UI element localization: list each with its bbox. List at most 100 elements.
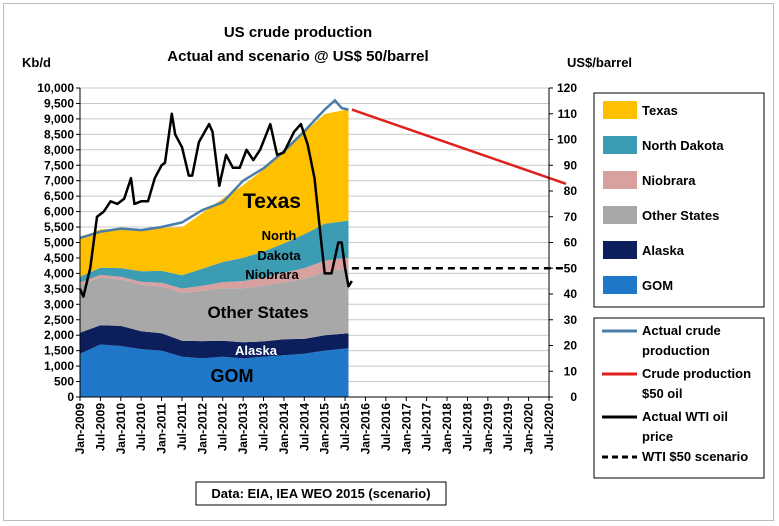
x-tick-label: Jan-2014 [277, 403, 291, 455]
x-tick-label: Jul-2010 [134, 403, 148, 451]
right-tick-label: 10 [564, 364, 578, 378]
legend-box-lines [593, 317, 765, 479]
legend-label: Niobrara [642, 173, 696, 188]
x-tick-label: Jan-2018 [440, 403, 454, 455]
left-tick-label: 5,000 [44, 236, 74, 250]
legend-label: Actual crude [642, 323, 721, 338]
x-tick-label: Jan-2019 [481, 403, 495, 455]
left-tick-label: 1,500 [44, 344, 74, 358]
left-tick-label: 9,500 [44, 96, 74, 110]
x-tick-label: Jul-2019 [501, 403, 515, 451]
x-tick-label: Jul-2009 [93, 403, 107, 451]
right-tick-label: 0 [570, 390, 577, 404]
source-note-box [195, 481, 447, 506]
area-north-dakota [80, 220, 349, 289]
left-tick-label: 500 [54, 375, 74, 389]
left-axis-unit: Kb/d [22, 55, 51, 70]
chart-title: US crude production [224, 24, 372, 41]
left-tick-label: 10,000 [37, 81, 74, 95]
right-tick-label: 50 [564, 261, 578, 275]
wti-price-line [78, 112, 353, 298]
right-tick-label: 30 [564, 313, 578, 327]
right-axis-unit: US$/barrel [567, 55, 632, 70]
legend-swatch-north-dakota [603, 136, 637, 154]
left-tick-label: 8,000 [44, 143, 74, 157]
x-tick-label: Jul-2011 [175, 403, 189, 451]
series-label-alaska: Alaska [235, 343, 278, 358]
x-tick-label: Jul-2017 [420, 403, 434, 451]
left-tick-label: 4,000 [44, 266, 74, 280]
x-tick-label: Jan-2009 [73, 403, 87, 455]
x-tick-label: Jan-2011 [155, 403, 169, 454]
source-note: Data: EIA, IEA WEO 2015 (scenario) [211, 486, 430, 501]
area-other-states [80, 268, 349, 343]
area-gom [80, 344, 349, 397]
left-tick-label: 5,500 [44, 220, 74, 234]
legend-label: $50 oil [642, 386, 682, 401]
x-tick-label: Jan-2010 [114, 403, 128, 455]
x-tick-label: Jan-2015 [318, 403, 332, 455]
legend-swatch-alaska [603, 241, 637, 259]
legend-label: Texas [642, 103, 678, 118]
left-tick-label: 3,500 [44, 282, 74, 296]
left-tick-label: 2,500 [44, 313, 74, 327]
x-tick-label: Jul-2020 [542, 403, 556, 451]
x-tick-label: Jul-2013 [257, 403, 271, 451]
left-tick-label: 2,000 [44, 328, 74, 342]
legend-swatch-niobrara [603, 171, 637, 189]
right-tick-label: 60 [564, 236, 578, 250]
right-tick-label: 120 [557, 81, 577, 95]
left-tick-label: 6,500 [44, 189, 74, 203]
legend-label: WTI $50 scenario [642, 449, 748, 464]
left-tick-label: 4,500 [44, 251, 74, 265]
legend-label: Crude production [642, 366, 751, 381]
series-label-gom: GOM [211, 366, 254, 386]
left-tick-label: 3,000 [44, 297, 74, 311]
series-label-north-dakota: North [262, 228, 297, 243]
series-label-texas: Texas [243, 190, 301, 213]
left-tick-label: 9,000 [44, 112, 74, 126]
x-tick-label: Jan-2016 [358, 403, 372, 455]
area-niobrara [80, 257, 349, 293]
area-alaska [80, 325, 349, 359]
x-tick-label: Jan-2020 [522, 403, 536, 455]
right-tick-label: 110 [558, 107, 578, 121]
legend-swatch-texas [603, 101, 637, 119]
right-tick-label: 100 [557, 133, 577, 147]
area-texas [80, 109, 349, 277]
x-tick-label: Jan-2012 [195, 403, 209, 455]
left-tick-label: 0 [67, 390, 74, 404]
right-tick-label: 80 [564, 184, 578, 198]
left-tick-label: 6,000 [44, 205, 74, 219]
legend-label: GOM [642, 278, 673, 293]
left-tick-label: 7,500 [44, 158, 74, 172]
legend-box-areas [593, 92, 765, 308]
series-label-other-states: Other States [207, 303, 308, 322]
right-tick-label: 90 [564, 158, 578, 172]
legend-swatch-gom [603, 276, 637, 294]
x-tick-label: Jan-2017 [399, 403, 413, 455]
legend-label: price [642, 429, 673, 444]
x-tick-label: Jul-2014 [297, 403, 311, 451]
right-tick-label: 20 [564, 339, 578, 353]
legend-label: Actual WTI oil [642, 409, 728, 424]
left-tick-label: 8,500 [44, 127, 74, 141]
legend-label: production [642, 343, 710, 358]
legend-label: North Dakota [642, 138, 724, 153]
x-tick-label: Jul-2015 [338, 403, 352, 451]
x-tick-label: Jul-2016 [379, 403, 393, 451]
series-label-niobrara: Niobrara [245, 267, 299, 282]
legend-label: Other States [642, 208, 719, 223]
legend-label: Alaska [642, 243, 685, 258]
chart-subtitle: Actual and scenario @ US$ 50/barrel [167, 48, 428, 65]
x-tick-label: Jul-2018 [460, 403, 474, 451]
x-tick-label: Jan-2013 [236, 403, 250, 455]
left-tick-label: 1,000 [44, 359, 74, 373]
actual-crude-production-line [79, 98, 349, 240]
x-tick-label: Jul-2012 [216, 403, 230, 451]
scenario-production-line [351, 108, 567, 185]
right-tick-label: 70 [564, 210, 578, 224]
series-label-north-dakota: Dakota [257, 248, 301, 263]
right-tick-label: 40 [564, 287, 578, 301]
